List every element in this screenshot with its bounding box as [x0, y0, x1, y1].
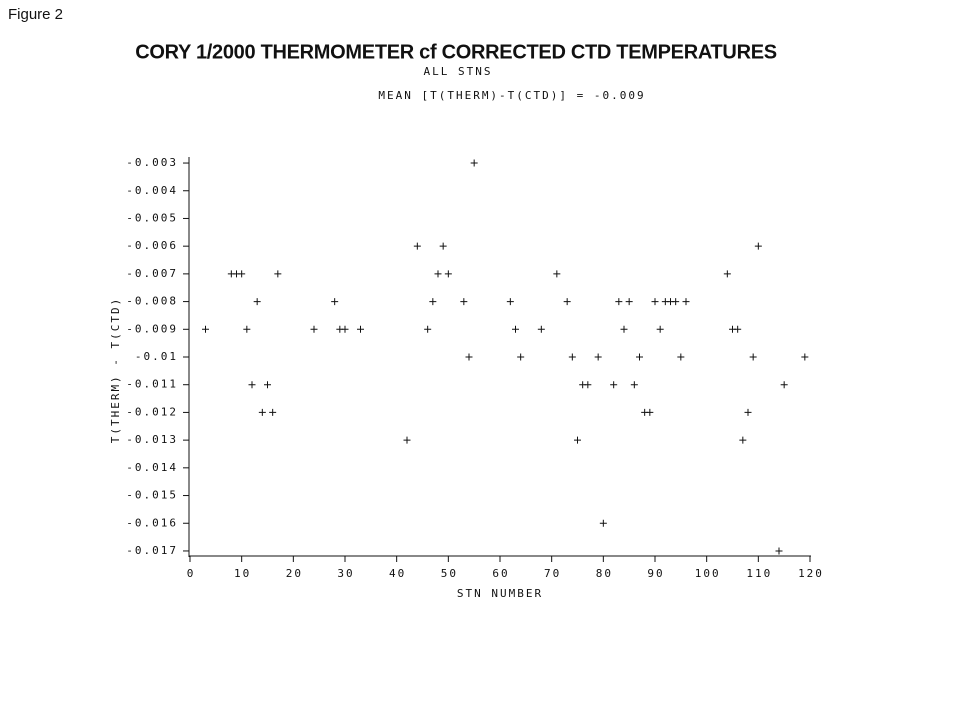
point	[739, 436, 747, 444]
y-tick-label: -0.004	[126, 184, 178, 197]
point	[253, 298, 261, 306]
point	[744, 408, 752, 416]
point	[341, 325, 349, 333]
y-tick-label: -0.01	[135, 350, 178, 363]
point	[672, 298, 680, 306]
y-tick-label: -0.007	[126, 267, 178, 280]
point	[553, 270, 561, 278]
point	[656, 325, 664, 333]
x-tick-label: 50	[441, 567, 458, 580]
x-tick-label: 90	[647, 567, 664, 580]
point	[258, 408, 266, 416]
annotation: MEAN [T(THERM)-T(CTD)] = -0.009	[378, 89, 645, 102]
point	[610, 381, 618, 389]
point	[620, 325, 628, 333]
x-tick-label: 10	[234, 567, 251, 580]
point	[506, 298, 514, 306]
chart-subtitle: ALL STNS	[424, 65, 493, 78]
point	[537, 325, 545, 333]
point	[615, 298, 623, 306]
point	[470, 159, 478, 167]
point	[248, 381, 256, 389]
x-tick-label: 30	[337, 567, 354, 580]
point	[568, 353, 576, 361]
x-tick-label: 80	[596, 567, 613, 580]
point	[444, 270, 452, 278]
x-tick-label: 20	[286, 567, 303, 580]
x-axis-label: STN NUMBER	[457, 587, 543, 600]
point	[584, 381, 592, 389]
point	[734, 325, 742, 333]
point	[630, 381, 638, 389]
figure-label: Figure 2	[8, 6, 63, 23]
y-tick-label: -0.003	[126, 156, 178, 169]
point	[677, 353, 685, 361]
point	[636, 353, 643, 361]
x-tick-label: 110	[746, 567, 772, 580]
point	[775, 547, 783, 555]
y-tick-label: -0.016	[126, 516, 178, 529]
point	[269, 408, 277, 416]
y-tick-label: -0.012	[126, 405, 178, 418]
point	[594, 353, 602, 361]
y-tick-label: -0.014	[126, 461, 178, 474]
y-tick-label: -0.005	[126, 211, 178, 224]
point	[202, 325, 209, 333]
point	[517, 353, 525, 361]
point	[424, 325, 432, 333]
point	[403, 436, 411, 444]
x-tick-label: 120	[798, 567, 824, 580]
point	[599, 519, 607, 527]
y-axis-label: T(THERM) - T(CTD)	[109, 297, 122, 444]
point	[413, 242, 421, 250]
point	[512, 325, 519, 333]
x-tick-label: 100	[695, 567, 721, 580]
point	[780, 381, 788, 389]
point	[429, 298, 437, 306]
point	[439, 242, 447, 250]
point	[801, 353, 809, 361]
point	[754, 242, 762, 250]
point	[646, 408, 654, 416]
y-tick-label: -0.006	[126, 239, 178, 252]
y-tick-label: -0.015	[126, 489, 178, 502]
point	[434, 270, 442, 278]
point	[651, 298, 659, 306]
y-tick-label: -0.017	[126, 544, 178, 557]
point	[625, 298, 633, 306]
point	[563, 298, 571, 306]
x-tick-label: 40	[389, 567, 406, 580]
point	[465, 353, 473, 361]
y-tick-label: -0.009	[126, 322, 178, 335]
point	[238, 270, 246, 278]
y-tick-label: -0.008	[126, 295, 178, 308]
point	[682, 298, 690, 306]
point	[574, 436, 581, 444]
point	[310, 325, 318, 333]
x-tick-label: 60	[492, 567, 509, 580]
point	[264, 381, 271, 389]
y-tick-label: -0.013	[126, 433, 178, 446]
point	[723, 270, 731, 278]
point	[357, 325, 364, 333]
point	[243, 325, 251, 333]
chart-title: CORY 1/2000 THERMOMETER cf CORRECTED CTD…	[135, 41, 777, 63]
point	[460, 298, 468, 306]
point	[749, 353, 757, 361]
point	[331, 298, 339, 306]
x-tick-label: 0	[187, 567, 196, 580]
y-tick-label: -0.011	[126, 378, 178, 391]
point	[274, 270, 282, 278]
x-tick-label: 70	[544, 567, 561, 580]
